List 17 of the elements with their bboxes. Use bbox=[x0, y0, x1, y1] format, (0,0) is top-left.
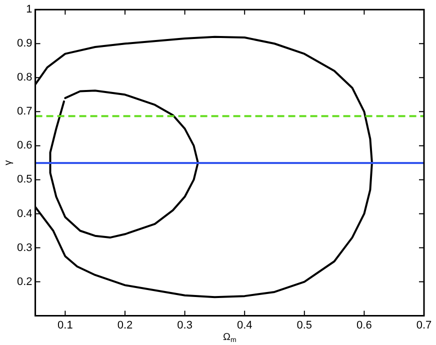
y-tick-label: 0.7 bbox=[16, 106, 32, 118]
y-tick-label: 0.3 bbox=[16, 242, 32, 254]
y-tick-label: 0.8 bbox=[16, 72, 32, 84]
y-tick-label: 1 bbox=[26, 4, 32, 16]
x-tick-label: 0.6 bbox=[356, 319, 372, 332]
x-tick-label: 0.4 bbox=[236, 319, 252, 332]
y-axis-title: γ bbox=[2, 160, 14, 166]
x-tick-label: 0.2 bbox=[117, 319, 133, 332]
y-tick-label: 0.5 bbox=[16, 174, 32, 186]
x-tick-label: 0.1 bbox=[58, 319, 73, 332]
y-tick-label: 0.4 bbox=[16, 208, 32, 220]
x-tick-label: 0.3 bbox=[177, 319, 192, 332]
x-tick-label: 0.5 bbox=[296, 319, 312, 332]
x-tick-label: 0.7 bbox=[416, 319, 432, 332]
y-tick-label: 0.6 bbox=[16, 140, 32, 152]
y-tick-label: 0.9 bbox=[16, 38, 32, 50]
y-tick-label: 0.2 bbox=[16, 276, 32, 288]
